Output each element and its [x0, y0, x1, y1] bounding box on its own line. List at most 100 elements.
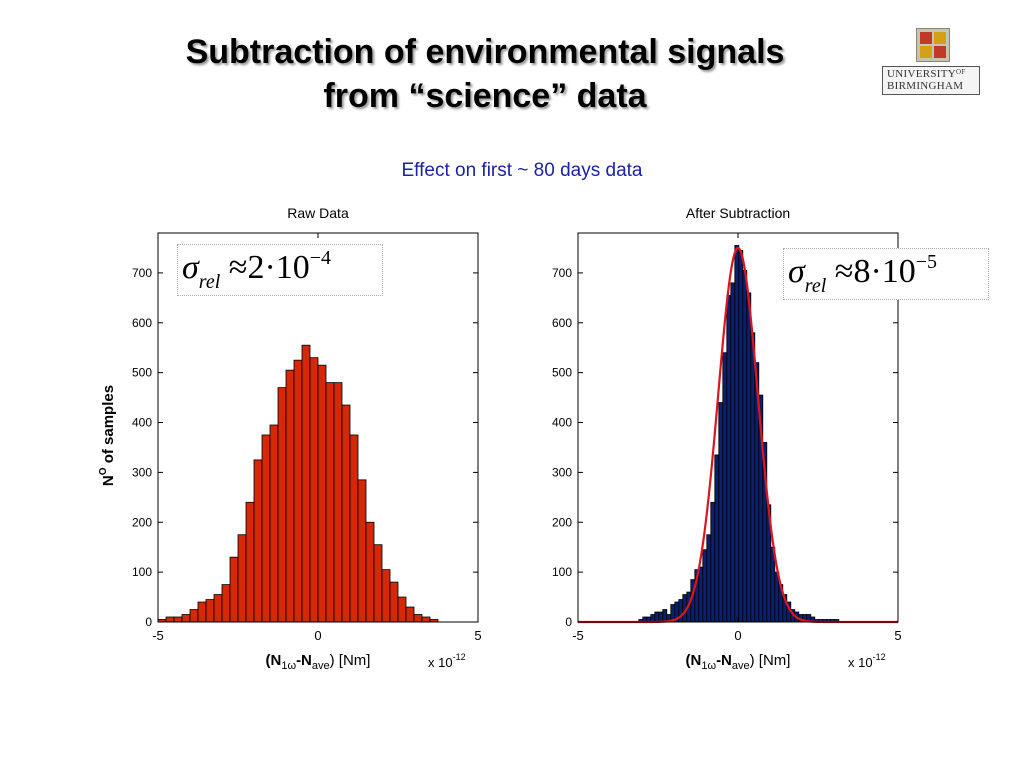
sub-xlabel-part: ) [Nm] — [750, 652, 791, 669]
sub-bar — [710, 501, 716, 623]
raw-x-axis-label: (N1ω-Nave) [Nm] — [266, 652, 371, 672]
sub-ytick-label: 500 — [552, 366, 572, 380]
sub-ytick-label: 0 — [565, 615, 572, 629]
raw-sigma-symbol: σ — [182, 249, 199, 286]
raw-bar — [413, 614, 423, 623]
sub-bar — [658, 611, 664, 623]
raw-x-multiplier: x 10-12 — [428, 652, 466, 670]
sub-ytick-label: 300 — [552, 465, 572, 479]
raw-sigma-annotation: σrel ≈2·10−4 — [177, 244, 383, 296]
raw-xlabel-sub: 1ω — [281, 660, 296, 672]
sub-exponent: −5 — [915, 251, 938, 273]
sub-xlabel-part: -N — [716, 652, 732, 669]
raw-bar — [285, 369, 295, 623]
sub-sigma-symbol: σ — [788, 253, 805, 290]
sub-bar — [722, 352, 728, 623]
sub-bar — [718, 402, 724, 623]
raw-xtick-label: -5 — [152, 628, 164, 643]
sub-xlabel-part: (N — [686, 652, 702, 669]
sub-x-multiplier-exp: -12 — [873, 652, 886, 662]
logo-line-2: BIRMINGHAM — [887, 80, 964, 92]
sub-ytick-label: 700 — [552, 266, 572, 280]
raw-xtick-label: 0 — [314, 628, 321, 643]
raw-bar — [317, 364, 327, 623]
sub-dot: · — [870, 253, 882, 290]
raw-x-multiplier-base: x 10 — [428, 655, 453, 670]
raw-bar — [301, 344, 311, 623]
slide-subtitle: Effect on first ~ 80 days data — [401, 160, 643, 181]
slide-title-line-1: Subtraction of environmental signals — [185, 33, 785, 71]
raw-bar — [221, 584, 231, 623]
raw-bar — [173, 616, 183, 623]
sub-bar — [730, 282, 736, 623]
raw-chart-title: Raw Data — [287, 205, 349, 221]
raw-bar — [421, 616, 431, 623]
raw-bar — [269, 424, 279, 623]
sub-approx-symbol: ≈ — [834, 253, 854, 290]
raw-xlabel-part: ) [Nm] — [330, 652, 371, 669]
raw-dot: · — [264, 249, 276, 286]
raw-bar — [309, 357, 319, 623]
raw-bar — [389, 581, 399, 623]
sub-xlabel-sub: ave — [732, 660, 750, 672]
sub-x-multiplier-base: x 10 — [848, 655, 873, 670]
raw-xlabel-part: (N — [266, 652, 282, 669]
logo-line-1: UNIVERSITY — [887, 68, 956, 80]
raw-base: 10 — [275, 249, 310, 286]
slide-title-line-2: from “science” data — [323, 77, 647, 115]
sub-x-axis-label: (N1ω-Nave) [Nm] — [686, 652, 791, 672]
crest-icon — [916, 28, 950, 62]
raw-bar — [293, 359, 303, 623]
raw-ylabel-sup: O — [98, 467, 109, 475]
slide-title: Subtraction of environmental signals fro… — [100, 30, 870, 118]
raw-ylabel-part: of samples — [100, 385, 117, 468]
raw-ytick-label: 700 — [132, 266, 152, 280]
raw-bar — [189, 609, 199, 623]
sub-xtick-label: -5 — [572, 628, 584, 643]
raw-approx-symbol: ≈ — [228, 249, 248, 286]
sub-xtick-label: 0 — [734, 628, 741, 643]
raw-bar — [245, 501, 255, 623]
sub-bar — [774, 571, 780, 623]
logo-line-1-sup: OF — [956, 68, 966, 76]
raw-ytick-label: 500 — [132, 366, 152, 380]
sub-bar — [734, 245, 740, 623]
sub-bar — [654, 611, 660, 623]
raw-ytick-label: 100 — [132, 565, 152, 579]
raw-bar — [213, 594, 223, 623]
raw-bar — [237, 534, 247, 623]
sub-ytick-label: 600 — [552, 316, 572, 330]
sub-bar — [746, 292, 752, 623]
raw-y-axis-label: NO of samples — [98, 385, 117, 486]
raw-bar — [365, 521, 375, 623]
raw-bar — [197, 601, 207, 623]
university-logo: UNIVERSITYOF BIRMINGHAM — [882, 28, 980, 98]
raw-bar — [229, 556, 239, 623]
raw-bar — [325, 382, 335, 623]
sub-ytick-label: 200 — [552, 515, 572, 529]
sub-xlabel-sub: 1ω — [701, 660, 716, 672]
raw-bar — [261, 434, 271, 623]
raw-bar — [397, 596, 407, 623]
raw-bar — [253, 459, 263, 623]
raw-ytick-label: 600 — [132, 316, 152, 330]
raw-ylabel-part: N — [100, 475, 117, 486]
raw-bar — [205, 599, 215, 623]
raw-bar — [277, 387, 287, 623]
sub-mantissa: 8 — [853, 253, 871, 290]
raw-bar — [181, 614, 191, 623]
raw-bar — [357, 479, 367, 623]
sub-chart-title: After Subtraction — [686, 205, 790, 221]
raw-bar — [333, 382, 343, 623]
sub-bar — [702, 549, 708, 623]
raw-xlabel-part: -N — [296, 652, 312, 669]
raw-mantissa: 2 — [247, 249, 265, 286]
sub-bar — [698, 566, 704, 623]
raw-bar — [373, 544, 383, 623]
raw-xtick-label: 5 — [474, 628, 481, 643]
raw-exponent: −4 — [309, 247, 332, 269]
sub-bar — [738, 250, 744, 623]
sub-bar — [706, 534, 712, 623]
